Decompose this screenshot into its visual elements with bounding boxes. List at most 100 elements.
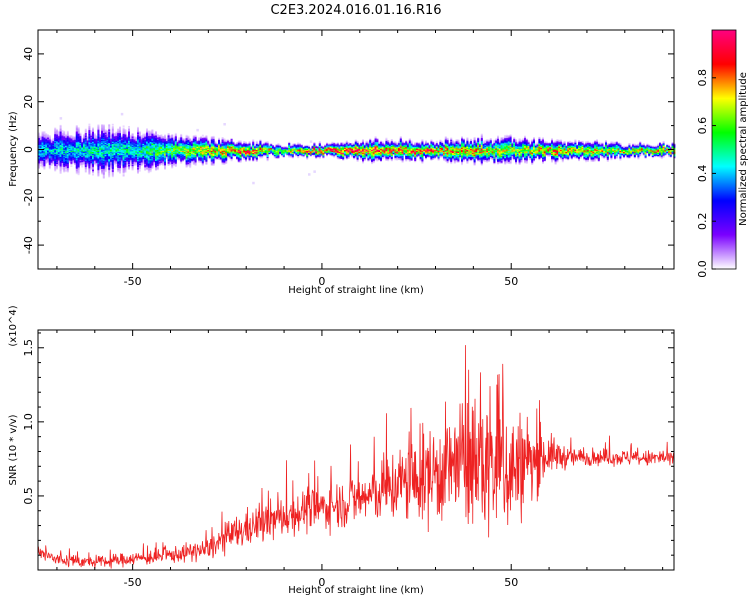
heatmap-cell	[426, 150, 429, 153]
heatmap-cell	[77, 155, 80, 157]
heatmap-cell	[383, 145, 386, 148]
heatmap-cell	[88, 132, 91, 134]
heatmap-cell	[439, 147, 442, 150]
heatmap-cell	[117, 169, 120, 172]
heatmap-cell	[113, 143, 116, 146]
heatmap-cell	[84, 168, 87, 171]
heatmap-cell	[232, 145, 235, 148]
heatmap-cell	[122, 163, 125, 165]
heatmap-cell	[191, 141, 193, 143]
heatmap-cell	[336, 148, 339, 151]
heatmap-cell	[43, 141, 46, 144]
heatmap-cell	[153, 144, 156, 147]
heatmap-cell	[101, 170, 103, 173]
heatmap-cell	[401, 141, 404, 144]
heatmap-cell	[207, 142, 210, 145]
heatmap-cell	[164, 135, 166, 138]
heatmap-cell	[196, 151, 199, 154]
heatmap-cell	[111, 147, 114, 150]
heatmap-cell	[48, 165, 51, 167]
heatmap-cell	[183, 155, 186, 158]
heatmap-cell	[228, 143, 231, 145]
heatmap-cell	[122, 166, 125, 169]
heatmap-cell	[297, 148, 300, 151]
heatmap-cell	[210, 155, 213, 158]
heatmap-cell	[167, 152, 170, 155]
heatmap-cell	[43, 160, 46, 162]
heatmap-cell	[68, 136, 71, 139]
heatmap-cell	[70, 165, 73, 167]
heatmap-cell	[387, 151, 390, 154]
heatmap-cell	[284, 151, 287, 154]
heatmap-cell	[131, 157, 134, 160]
heatmap-cell	[212, 151, 215, 153]
heatmap-cell	[187, 159, 190, 162]
heatmap-cell	[146, 147, 148, 150]
heatmap-cell	[93, 143, 96, 145]
heatmap-cell	[441, 143, 444, 145]
heatmap-cell	[336, 150, 339, 152]
heatmap-cell	[45, 161, 48, 163]
heatmap-cell	[225, 147, 228, 149]
heatmap-cell	[288, 149, 291, 152]
heatmap-cell	[164, 151, 166, 154]
heatmap-cell	[151, 132, 154, 135]
heatmap-cell	[279, 149, 282, 151]
heatmap-cell	[439, 151, 442, 154]
heatmap-cell	[313, 149, 316, 152]
heatmap-cell	[356, 140, 359, 143]
heatmap-cell	[144, 164, 147, 167]
heatmap-cell	[304, 147, 307, 149]
heatmap-cell	[138, 139, 141, 142]
heatmap-cell	[221, 140, 224, 143]
heatmap-cell	[92, 138, 94, 140]
heatmap-cell	[97, 130, 100, 133]
heatmap-cell	[117, 147, 120, 150]
heatmap-cell	[138, 162, 141, 164]
heatmap-cell	[212, 140, 215, 142]
heatmap-cell	[133, 163, 136, 165]
heatmap-cell	[214, 153, 217, 155]
heatmap-cell	[135, 149, 138, 152]
heatmap-cell	[230, 146, 233, 149]
heatmap-cell	[252, 151, 255, 154]
heatmap-cell	[354, 141, 357, 144]
heatmap-cell	[351, 147, 354, 149]
heatmap-cell	[110, 166, 112, 169]
heatmap-cell	[104, 133, 107, 136]
heatmap-cell	[102, 134, 105, 136]
heatmap-cell	[205, 141, 208, 144]
heatmap-cell	[437, 148, 440, 150]
heatmap-cell	[201, 137, 204, 140]
heatmap-cell	[111, 126, 114, 128]
heatmap-cell	[295, 151, 298, 154]
heatmap-cell	[56, 145, 58, 147]
heatmap-cell	[111, 144, 114, 147]
heatmap-cell	[38, 156, 40, 159]
heatmap-cell	[250, 147, 253, 150]
heatmap-cell	[57, 134, 60, 136]
heatmap-cell	[335, 152, 337, 154]
heatmap-cell	[392, 149, 395, 151]
heatmap-cell	[203, 138, 206, 141]
heatmap-cell	[151, 131, 154, 134]
heatmap-cell	[295, 145, 298, 148]
heatmap-cell	[171, 137, 174, 140]
heatmap-cell	[425, 157, 427, 160]
heatmap-cell	[77, 156, 80, 158]
heatmap-cell	[254, 150, 256, 153]
heatmap-cell	[102, 138, 105, 141]
heatmap-cell	[75, 140, 78, 142]
heatmap-cell	[160, 153, 163, 156]
heatmap-cell	[68, 152, 71, 155]
heatmap-cell	[187, 153, 190, 156]
heatmap-cell	[153, 156, 156, 158]
heatmap-cell	[430, 146, 433, 149]
heatmap-cell	[108, 136, 111, 139]
heatmap-cell	[392, 150, 395, 152]
heatmap-cell	[295, 150, 298, 153]
heatmap-cell	[275, 156, 278, 158]
heatmap-cell	[108, 163, 111, 166]
heatmap-cell	[291, 143, 294, 146]
heatmap-cell	[203, 156, 206, 158]
